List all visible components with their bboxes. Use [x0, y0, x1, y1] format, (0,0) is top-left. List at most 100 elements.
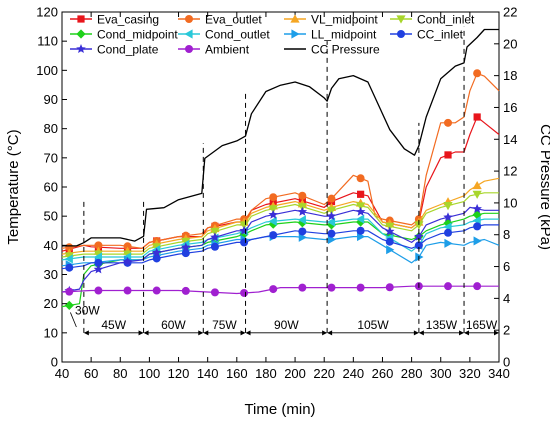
legend-item: Cond_outlet: [178, 28, 270, 42]
series-point: [385, 226, 395, 236]
series-ambient: [61, 282, 499, 297]
series-point: [356, 283, 365, 292]
x-tick-label: 340: [488, 366, 510, 381]
legend-item: Eva_outlet: [178, 13, 262, 27]
arrow-right-icon: [413, 330, 419, 336]
y-tick-label-right: 2: [503, 323, 510, 338]
series-line: [61, 177, 500, 255]
y-tick-label-right: 8: [503, 227, 510, 242]
series-point: [472, 203, 482, 213]
legend-label: Cond_outlet: [205, 28, 270, 42]
series-point: [210, 227, 220, 237]
series-point: [356, 174, 365, 183]
y-tick-label-left: 10: [44, 325, 58, 340]
series-point: [473, 113, 481, 121]
series-point: [472, 180, 482, 190]
series-point: [327, 194, 336, 203]
y-tick-label-right: 16: [503, 100, 517, 115]
power-label: 75W: [212, 318, 237, 332]
series-point: [444, 228, 453, 237]
legend-item: Ambient: [178, 43, 250, 57]
legend-label: Cond_plate: [97, 43, 159, 57]
series-point: [356, 202, 366, 211]
legend-swatch-marker: [185, 45, 193, 53]
series-point: [65, 287, 74, 296]
arrow-right-icon: [198, 330, 204, 336]
series-point: [64, 254, 73, 264]
legend-label: VL_midpoint: [311, 13, 378, 27]
series-point: [151, 247, 162, 257]
series-point: [122, 256, 133, 266]
y-tick-label-left: 100: [36, 63, 58, 78]
y-tick-label-right: 14: [503, 132, 517, 147]
legend-swatch-marker: [396, 15, 406, 24]
series-point: [443, 201, 453, 211]
series-point: [473, 222, 482, 231]
series-point: [385, 237, 394, 246]
y-tick-label-left: 20: [44, 296, 58, 311]
series-cc-pressure: [62, 28, 499, 247]
y-tick-label-left: 50: [44, 209, 58, 224]
series-point: [268, 205, 278, 214]
x-tick-label: 220: [313, 366, 335, 381]
x-tick-label: 300: [430, 366, 452, 381]
series-point: [94, 258, 103, 267]
legend-swatch-marker: [184, 29, 193, 39]
legend-label: Ambient: [205, 43, 250, 57]
x-tick-label: 240: [342, 366, 364, 381]
y-tick-label-left: 60: [44, 180, 58, 195]
series-point: [210, 242, 219, 251]
series-point: [356, 217, 366, 227]
series-point: [326, 211, 337, 221]
series-point: [385, 283, 394, 292]
y-tick-label-right: 10: [503, 195, 517, 210]
series-line: [61, 218, 499, 261]
series-point: [444, 282, 453, 291]
y-tick-label-left: 70: [44, 150, 58, 165]
series-point: [65, 263, 74, 272]
series-point: [414, 241, 423, 250]
series-point: [326, 206, 337, 215]
arrow-left-icon: [203, 330, 209, 336]
series-point: [386, 245, 395, 255]
series-point: [444, 151, 452, 159]
series-point: [240, 238, 249, 247]
arrow-left-icon: [464, 330, 470, 336]
legend-swatch-marker: [397, 30, 405, 38]
series-point: [181, 242, 191, 252]
y-tick-label-right: 12: [503, 164, 517, 179]
arrow-left-icon: [327, 330, 333, 336]
series-line: [61, 206, 499, 293]
y-tick-label-left: 0: [51, 355, 58, 370]
x-tick-label: 140: [197, 366, 219, 381]
series-point: [327, 229, 336, 238]
series-point: [239, 221, 249, 230]
series-point: [269, 193, 278, 202]
x-tick-label: 280: [401, 366, 423, 381]
legend-label: Eva_outlet: [205, 13, 262, 27]
y-tick-label-left: 120: [36, 5, 58, 20]
arrow-left-icon: [83, 330, 89, 336]
y-tick-label-right: 0: [503, 355, 510, 370]
power-label: 60W: [161, 318, 186, 332]
series-line: [61, 192, 499, 258]
legend-item: Cond_plate: [70, 43, 159, 57]
series-point: [298, 191, 307, 200]
x-axis-label: Time (min): [244, 401, 315, 418]
x-tick-label: 260: [372, 366, 394, 381]
series-point: [472, 210, 482, 220]
series-point: [298, 227, 307, 236]
arrow-right-icon: [240, 330, 246, 336]
power-label: 165W: [466, 318, 498, 332]
arrow-right-icon: [138, 330, 144, 336]
power-label: 135W: [426, 318, 458, 332]
series-point: [414, 221, 424, 230]
series-point: [297, 218, 307, 228]
power-label: 105W: [357, 318, 389, 332]
y-tick-label-right: 20: [503, 36, 517, 51]
y-tick-label-left: 110: [37, 34, 58, 49]
series-point: [123, 242, 132, 251]
series-point: [210, 232, 220, 242]
series-point: [444, 118, 453, 127]
legend-item: Cond_inlet: [390, 13, 475, 27]
